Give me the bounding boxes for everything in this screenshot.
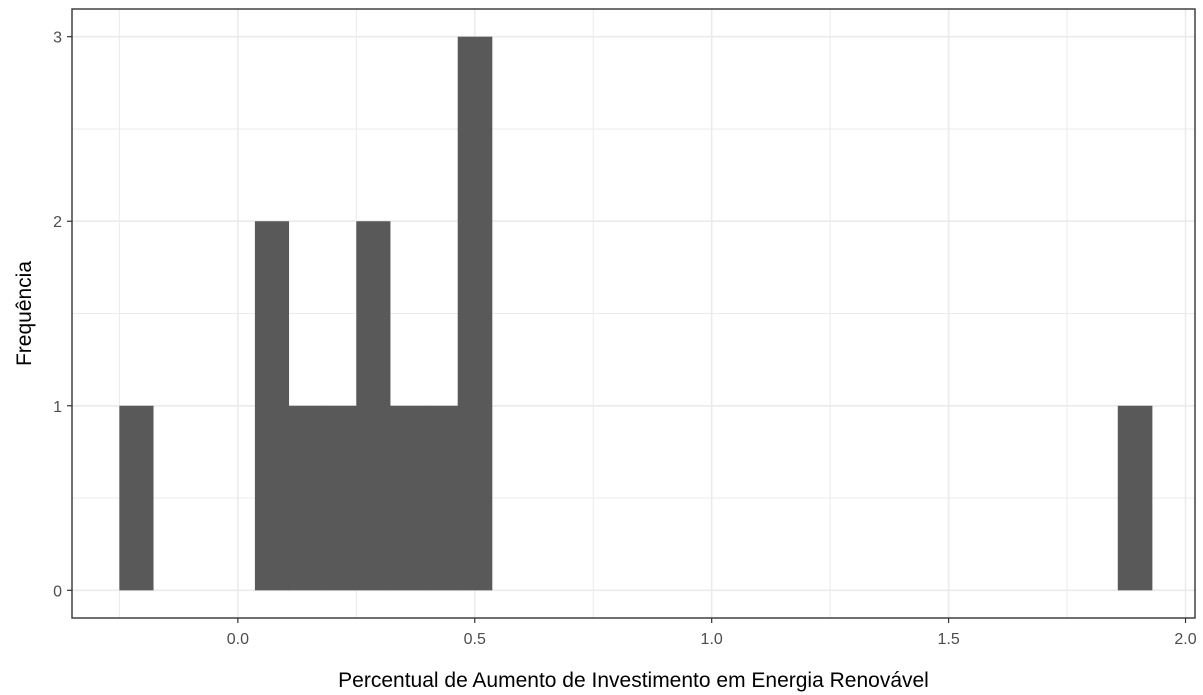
x-tick-label: 2.0: [1174, 631, 1196, 648]
x-tick-label: 0.5: [464, 631, 486, 648]
histogram-bar: [356, 221, 391, 591]
minor-grid: [72, 9, 1195, 618]
x-tick-label: 1.5: [937, 631, 959, 648]
y-tick-label: 3: [53, 30, 62, 47]
histogram-bar: [254, 221, 290, 591]
histogram-bar: [424, 405, 459, 591]
x-tick-label: 0.0: [227, 631, 249, 648]
histogram-bar: [322, 405, 357, 591]
x-tick-label: 1.0: [701, 631, 723, 648]
histogram-bar: [288, 405, 324, 591]
y-tick-label: 0: [53, 583, 62, 600]
histogram-bar: [389, 405, 425, 591]
y-axis: 0 1 2 3: [53, 30, 72, 600]
y-axis-title: Frequência: [13, 261, 36, 366]
y-tick-label: 1: [53, 399, 62, 416]
x-axis-title: Percentual de Aumento de Investimento em…: [338, 669, 929, 692]
histogram-bar: [457, 36, 493, 591]
panel-border: [71, 8, 1196, 619]
histogram-bar: [1117, 405, 1153, 591]
x-axis: 0.0 0.5 1.0 1.5 2.0: [227, 618, 1197, 648]
y-tick-label: 2: [53, 214, 62, 231]
histogram-bar: [119, 405, 154, 591]
histogram-bars: [119, 36, 1153, 591]
